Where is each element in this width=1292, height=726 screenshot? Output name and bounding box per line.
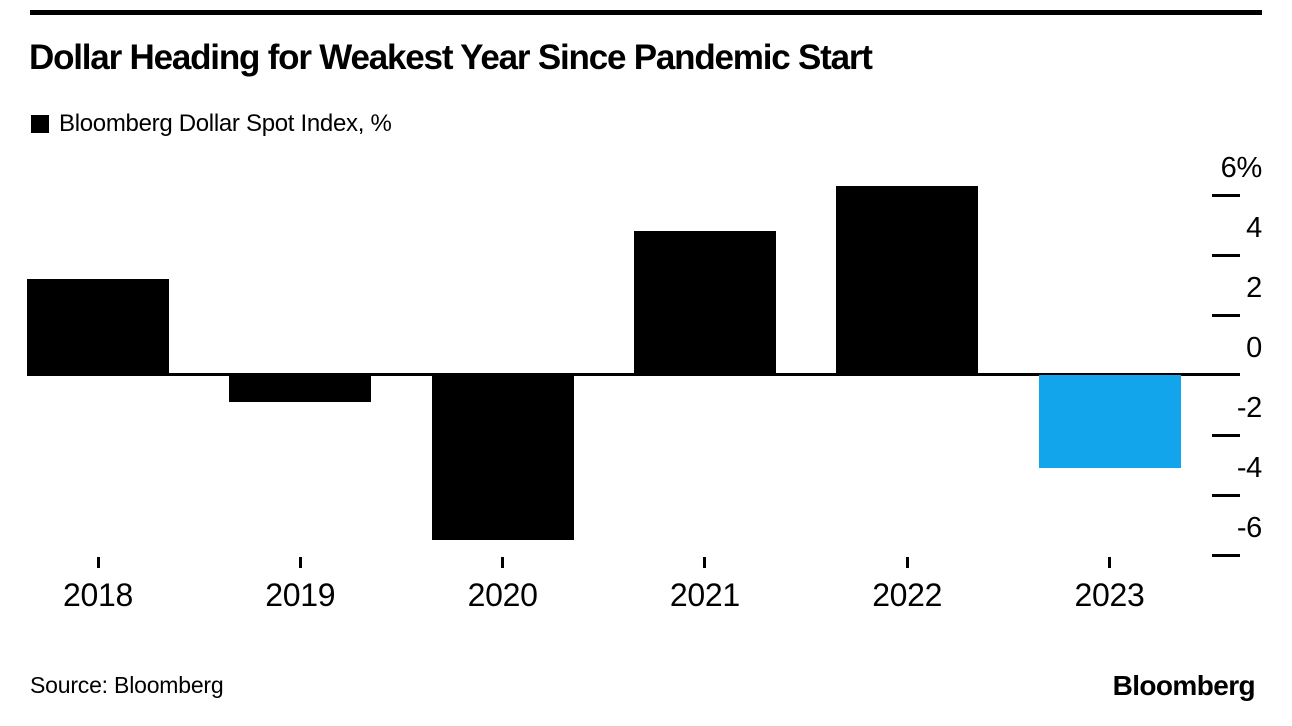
y-axis-label-2: 2 [1246,272,1262,304]
x-axis-tick-2021 [703,557,707,568]
x-axis-tick-2022 [905,557,909,568]
y-axis-label-6: 6% [1220,152,1263,184]
y-axis-label-4: 4 [1246,212,1262,244]
y-axis-label--6: -6 [1236,512,1262,544]
x-axis-label-2018: 2018 [63,577,133,613]
bar-2020 [431,375,574,540]
y-axis-tick--6 [1212,554,1240,557]
x-axis-tick-2023 [1108,557,1111,568]
y-axis-tick-2 [1212,314,1240,317]
y-axis-tick--4 [1212,494,1240,497]
x-axis-tick-2020 [501,557,505,568]
top-rule [30,10,1262,15]
legend-swatch-icon [31,115,49,133]
x-axis-label-2021: 2021 [669,577,740,613]
bloomberg-logo: Bloomberg [1112,670,1256,701]
bar-2018 [27,279,169,375]
bar-2021 [633,231,776,375]
bar-2019 [229,375,372,402]
bar-2022 [836,186,979,375]
zero-baseline [27,373,1240,376]
x-axis-label-2022: 2022 [872,577,943,613]
source-text: Source: Bloomberg [30,672,224,698]
x-axis-label-2019: 2019 [265,577,336,613]
y-axis-tick-6 [1212,194,1240,197]
y-axis-label--4: -4 [1236,452,1262,484]
x-axis-tick-2019 [298,557,302,568]
y-axis-label--2: -2 [1236,392,1262,424]
bar-2023 [1038,375,1181,468]
x-axis-label-2023: 2023 [1074,577,1145,613]
x-axis-label-2020: 2020 [467,577,538,613]
y-axis-tick--2 [1212,434,1240,437]
x-axis-tick-2018 [96,557,100,568]
legend: Bloomberg Dollar Spot Index, % [31,110,392,138]
page-title: Dollar Heading for Weakest Year Since Pa… [29,38,873,77]
legend-label: Bloomberg Dollar Spot Index, % [59,110,392,137]
y-axis-tick-4 [1212,254,1240,257]
y-axis-label-0: 0 [1246,332,1262,364]
